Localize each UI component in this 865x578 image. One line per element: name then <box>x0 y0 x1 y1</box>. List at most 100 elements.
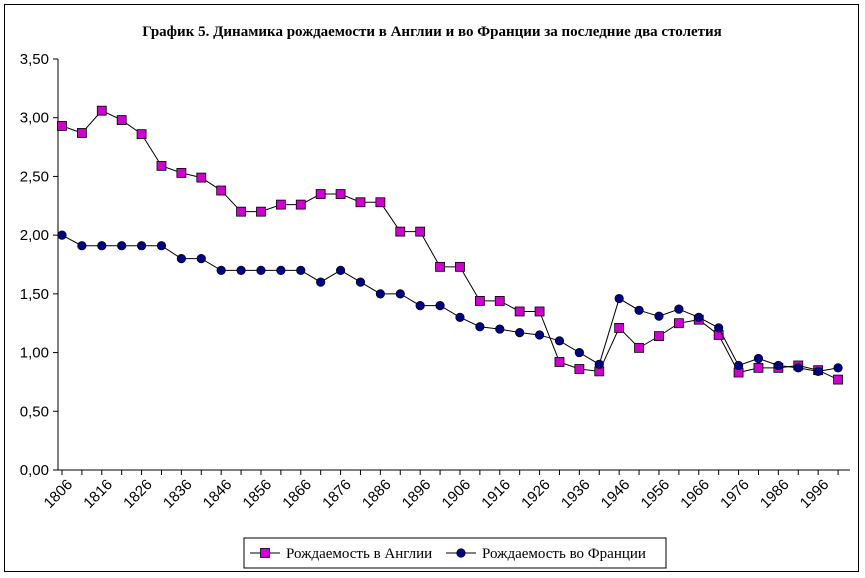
data-point <box>415 301 425 311</box>
data-point <box>176 254 186 264</box>
legend-france-marker <box>456 548 466 558</box>
x-tick-label: 1806 <box>41 476 77 512</box>
x-tick-label: 1956 <box>638 476 674 512</box>
data-point <box>455 261 465 272</box>
data-point <box>196 172 207 183</box>
series-line <box>61 110 839 381</box>
data-point <box>435 261 445 272</box>
x-tick-label: 1826 <box>120 476 156 512</box>
data-point <box>654 311 664 321</box>
y-tick-label: 2,00 <box>20 227 49 244</box>
x-tick-label: 1916 <box>478 476 514 512</box>
y-tick-label: 0,00 <box>20 462 49 479</box>
data-point <box>355 197 366 208</box>
data-point <box>156 241 167 251</box>
data-point <box>316 277 326 287</box>
data-point <box>375 197 386 208</box>
series-england <box>57 105 843 385</box>
data-point <box>57 121 67 131</box>
data-point <box>136 129 147 140</box>
data-point <box>395 226 406 237</box>
data-point <box>256 206 266 217</box>
data-point <box>415 226 426 237</box>
data-point <box>76 128 87 138</box>
y-tick-label: 1,50 <box>20 286 49 303</box>
data-point <box>256 265 266 275</box>
legend-england-label: Рождаемость в Англии <box>286 546 432 562</box>
data-point <box>295 199 306 210</box>
x-tick-label: 1946 <box>598 476 634 512</box>
data-point <box>395 289 405 299</box>
data-point <box>216 185 227 196</box>
y-tick-label: 3,00 <box>20 110 49 127</box>
data-point <box>515 328 525 338</box>
x-tick-label: 1816 <box>80 476 116 512</box>
data-point <box>514 306 525 317</box>
data-point <box>574 364 585 374</box>
data-point <box>216 265 226 275</box>
data-point <box>176 168 187 178</box>
data-point <box>574 347 584 358</box>
x-tick-label: 1876 <box>319 476 355 512</box>
data-point <box>773 360 783 371</box>
data-point <box>196 254 206 264</box>
data-point <box>554 336 565 346</box>
x-tick-label: 1896 <box>399 476 435 512</box>
data-point <box>275 199 286 210</box>
data-point <box>494 296 505 306</box>
legend-england-marker <box>260 548 270 558</box>
data-point <box>714 323 724 333</box>
data-point <box>594 359 604 369</box>
data-point <box>455 312 465 322</box>
data-point <box>117 241 127 251</box>
data-point <box>634 305 644 315</box>
x-tick-label: 1856 <box>240 476 276 512</box>
data-point <box>733 360 744 371</box>
data-point <box>97 241 107 251</box>
data-point <box>534 330 545 340</box>
data-point <box>96 105 107 116</box>
data-point <box>674 304 684 314</box>
x-tick-label: 1906 <box>439 476 475 512</box>
data-point <box>753 353 764 364</box>
data-point <box>634 342 644 353</box>
x-tick-label: 1866 <box>279 476 315 512</box>
data-point <box>435 301 445 311</box>
chart-frame <box>4 4 859 572</box>
x-tick-label: 1996 <box>797 476 833 512</box>
legend: Рождаемость в Англии Рождаемость во Франц… <box>243 537 667 569</box>
data-point <box>57 230 67 240</box>
data-point <box>793 363 803 373</box>
data-point <box>276 265 286 275</box>
series-layer <box>57 105 843 385</box>
legend-france-label: Рождаемость во Франции <box>482 546 646 562</box>
data-point <box>136 241 147 251</box>
series-line <box>61 234 839 372</box>
data-point <box>475 322 485 332</box>
data-point <box>833 374 843 385</box>
data-point <box>554 357 565 367</box>
x-tick-label: 1936 <box>558 476 594 512</box>
data-point <box>614 293 624 304</box>
data-point <box>474 296 485 306</box>
data-point <box>614 323 625 333</box>
y-tick-label: 0,50 <box>20 403 49 420</box>
x-tick-label: 1976 <box>717 476 753 512</box>
data-point <box>654 331 664 342</box>
y-tick-label: 1,00 <box>20 345 49 362</box>
data-point <box>534 306 545 317</box>
data-point <box>236 206 246 217</box>
data-point <box>375 289 385 299</box>
data-point <box>833 363 843 373</box>
x-tick-label: 1846 <box>200 476 236 512</box>
data-point <box>236 265 246 275</box>
data-point <box>694 312 704 322</box>
x-tick-label: 1926 <box>518 476 554 512</box>
data-point <box>673 318 684 329</box>
data-point <box>315 189 326 199</box>
data-point <box>335 265 346 275</box>
series-france <box>57 230 843 376</box>
axes: 0,00 0,50 1,00 1,50 2,00 2,50 3,00 3,50 1806 1816… <box>20 51 850 512</box>
data-point <box>753 362 764 373</box>
